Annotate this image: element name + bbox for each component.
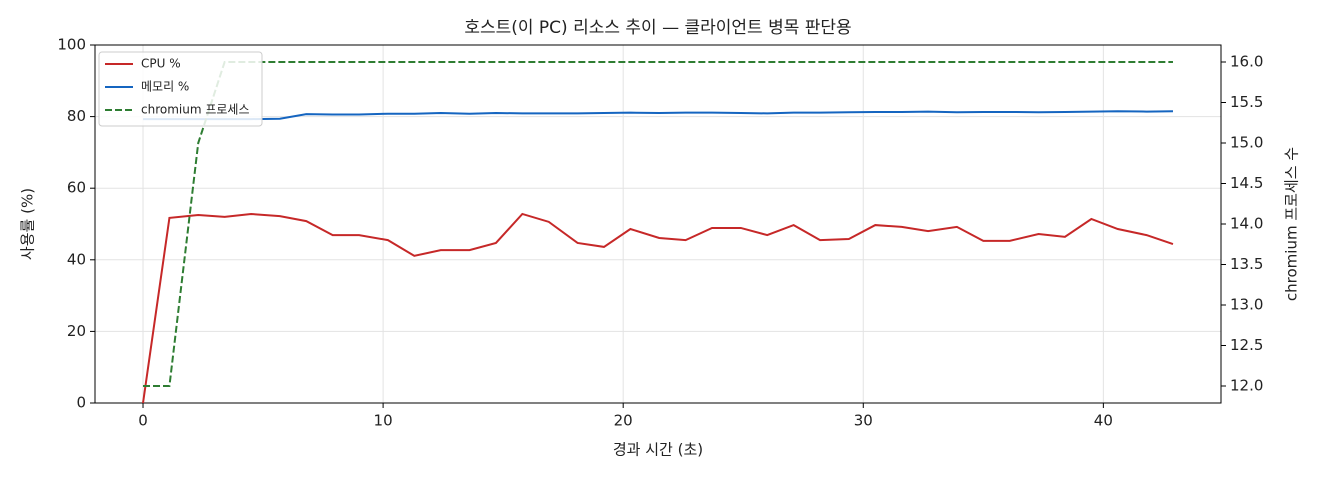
x-tick-label: 40 xyxy=(1094,412,1113,430)
x-tick-label: 30 xyxy=(854,412,873,430)
data-line xyxy=(142,212,1174,404)
y2-tick-label: 14.5 xyxy=(1230,174,1263,192)
y-tick-label: 100 xyxy=(57,36,86,54)
y2-tick-label: 16.0 xyxy=(1230,53,1263,71)
legend-label: 메모리 % xyxy=(141,80,189,94)
y-tick-label: 60 xyxy=(67,179,86,197)
x-tick-label: 0 xyxy=(138,412,148,430)
x-tick-label: 20 xyxy=(614,412,633,430)
legend-label: CPU % xyxy=(141,57,181,71)
y2-tick-label: 15.5 xyxy=(1230,93,1263,111)
y2-tick-label: 13.0 xyxy=(1230,295,1263,313)
plot-frame xyxy=(94,44,1222,404)
y2-axis-label: chromium 프로세스 수 xyxy=(1283,147,1301,301)
y-tick-label: 0 xyxy=(76,394,86,412)
y2-tick-label: 15.0 xyxy=(1230,134,1263,152)
y-tick-label: 20 xyxy=(67,322,86,340)
legend-label: chromium 프로세스 xyxy=(141,103,250,117)
y-tick-label: 40 xyxy=(67,250,86,268)
y-tick-label: 80 xyxy=(67,107,86,125)
y2-tick-label: 14.0 xyxy=(1230,215,1263,233)
x-axis-label: 경과 시간 (초) xyxy=(613,441,703,459)
y2-tick-label: 12.5 xyxy=(1230,336,1263,354)
legend: CPU % 메모리 % chromium 프로세스 xyxy=(98,51,263,127)
y2-tick-label: 12.0 xyxy=(1230,376,1263,394)
y-axis-label: 사용률 (%) xyxy=(19,188,37,260)
data-line xyxy=(143,61,1173,387)
x-tick-label: 10 xyxy=(374,412,393,430)
legend-box xyxy=(98,51,263,127)
data-line xyxy=(143,110,1173,121)
chart-title: 호스트(이 PC) 리소스 추이 — 클라이언트 병목 판단용 xyxy=(464,18,851,38)
y2-tick-label: 13.5 xyxy=(1230,255,1263,273)
